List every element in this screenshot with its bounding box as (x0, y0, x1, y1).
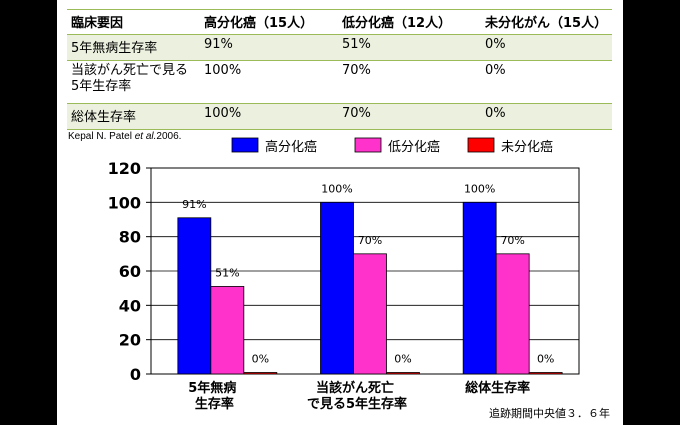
table-header-row: 臨床要因 高分化癌（15人） 低分化癌（12人） 未分化がん（15人） (67, 9, 612, 35)
table-cell: 0% (481, 34, 612, 61)
x-category-label-line: 総体生存率 (465, 380, 530, 396)
y-tick-label: 100 (108, 193, 141, 212)
table-row: 5年無病生存率 91% 51% 0% (67, 34, 612, 61)
bar (462, 201, 497, 375)
data-label: 0% (394, 353, 411, 366)
x-category-label: 当該がん死亡で見る5年生存率 (307, 380, 407, 412)
row-label: 5年無病生存率 (67, 34, 200, 61)
x-category-label-line: 生存率 (195, 396, 234, 412)
x-category-label-line: 当該がん死亡 (316, 380, 394, 396)
header-poor: 低分化癌（12人） (338, 9, 481, 35)
table-cell: 100% (200, 60, 338, 104)
header-factor: 臨床要因 (67, 9, 200, 35)
table-row: 総体生存率 100% 70% 0% (67, 103, 612, 130)
data-label: 70% (500, 234, 524, 247)
bar (243, 372, 278, 375)
table-cell: 91% (200, 34, 338, 61)
x-category-label-line: 5年無病 (188, 380, 236, 396)
data-label: 0% (537, 353, 554, 366)
header-undiff: 未分化がん（15人） (481, 9, 612, 35)
legend-label: 高分化癌 (265, 139, 317, 155)
table-cell: 100% (200, 103, 338, 130)
table-cell: 70% (338, 60, 481, 104)
bar (528, 372, 563, 375)
table-row: 当該がん死亡で見る5年生存率 100% 70% 0% (67, 60, 612, 104)
citation-year: 2006. (156, 131, 182, 142)
y-tick-label: 120 (108, 159, 141, 178)
bar (353, 253, 387, 375)
legend-swatch (231, 137, 259, 153)
legend-label: 未分化癌 (501, 139, 553, 155)
x-category-label: 5年無病生存率 (188, 380, 236, 412)
followup-footnote: 追跡期間中央値３．６年 (489, 407, 610, 420)
y-tick-label: 80 (119, 228, 141, 247)
table-cell: 0% (481, 60, 612, 104)
slide: 臨床要因 高分化癌（15人） 低分化癌（12人） 未分化がん（15人） 5年無病… (57, 0, 623, 425)
bar (177, 217, 212, 375)
citation-authors: Kepal N. Patel (68, 131, 135, 142)
table-cell: 0% (481, 103, 612, 130)
survival-bar-chart: 0 20 40 60 80 100 120 91% 51% 0% 5年無病生存率 100% 70% 0% 当… (108, 137, 580, 412)
data-label: 100% (321, 182, 352, 195)
bar (320, 201, 354, 375)
bar (386, 372, 420, 375)
citation: Kepal N. Patel et al.2006. (68, 131, 181, 142)
legend-swatch (354, 137, 382, 153)
header-well: 高分化癌（15人） (200, 9, 338, 35)
y-tick-label: 0 (130, 365, 141, 384)
data-label: 100% (464, 182, 495, 195)
y-tick-label: 20 (119, 331, 141, 350)
bar (495, 253, 530, 375)
x-category-label: 総体生存率 (465, 380, 530, 396)
data-label: 0% (252, 353, 269, 366)
legend-swatch (467, 137, 495, 153)
x-category-label-line: で見る5年生存率 (307, 396, 407, 412)
row-label: 総体生存率 (67, 103, 200, 130)
data-label: 70% (358, 234, 382, 247)
bar (210, 286, 245, 375)
table-cell: 51% (338, 34, 481, 61)
data-label: 91% (182, 198, 206, 211)
y-tick-label: 60 (119, 262, 141, 281)
survival-table: 臨床要因 高分化癌（15人） 低分化癌（12人） 未分化がん（15人） 5年無病… (67, 9, 612, 130)
y-tick-label: 40 (119, 296, 141, 315)
citation-etal: et al. (134, 131, 157, 142)
data-label: 51% (215, 266, 239, 279)
legend-label: 低分化癌 (388, 139, 440, 155)
table-cell: 70% (338, 103, 481, 130)
